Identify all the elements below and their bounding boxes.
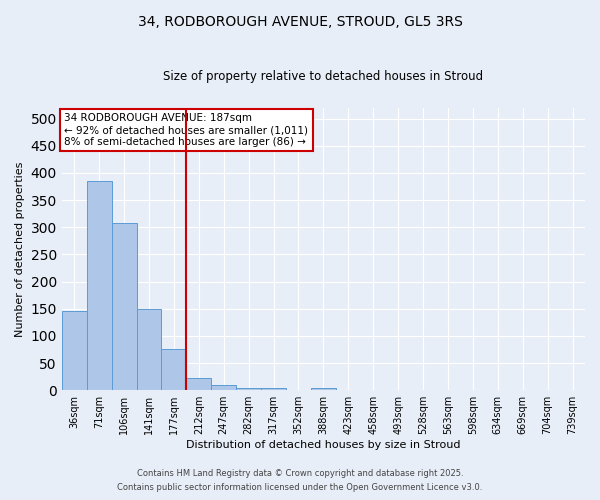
Title: Size of property relative to detached houses in Stroud: Size of property relative to detached ho…: [163, 70, 484, 83]
Bar: [137, 308, 161, 390]
Bar: [112, 223, 137, 390]
Text: Contains HM Land Registry data © Crown copyright and database right 2025.: Contains HM Land Registry data © Crown c…: [137, 468, 463, 477]
Bar: [211, 386, 236, 390]
Bar: [62, 312, 87, 390]
Bar: [261, 388, 286, 390]
Text: 34, RODBOROUGH AVENUE, STROUD, GL5 3RS: 34, RODBOROUGH AVENUE, STROUD, GL5 3RS: [137, 15, 463, 29]
X-axis label: Distribution of detached houses by size in Stroud: Distribution of detached houses by size …: [186, 440, 461, 450]
Text: 34 RODBOROUGH AVENUE: 187sqm
← 92% of detached houses are smaller (1,011)
8% of : 34 RODBOROUGH AVENUE: 187sqm ← 92% of de…: [64, 114, 308, 146]
Bar: [187, 378, 211, 390]
Y-axis label: Number of detached properties: Number of detached properties: [15, 162, 25, 336]
Bar: [161, 350, 187, 390]
Text: Contains public sector information licensed under the Open Government Licence v3: Contains public sector information licen…: [118, 484, 482, 492]
Bar: [236, 388, 261, 390]
Bar: [311, 388, 336, 390]
Bar: [87, 181, 112, 390]
